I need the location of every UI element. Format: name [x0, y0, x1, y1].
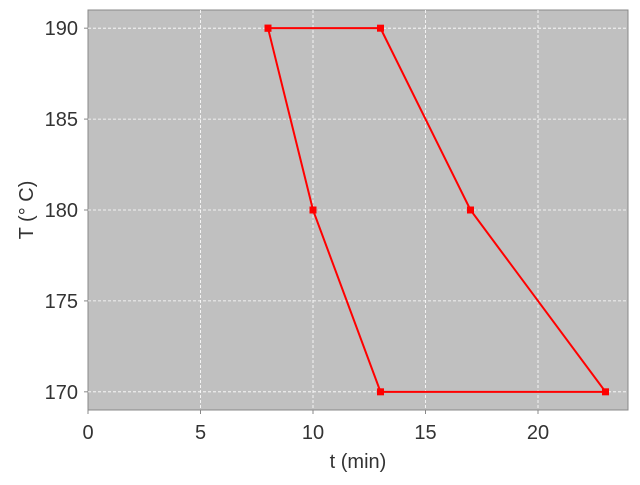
y-tick-label: 175: [45, 291, 78, 313]
x-tick-label: 20: [527, 422, 549, 444]
y-tick-label: 170: [45, 382, 78, 404]
x-tick-label: 10: [302, 422, 324, 444]
data-point: [377, 388, 384, 396]
x-tick-label: 0: [82, 422, 93, 444]
x-axis-label: t (min): [330, 451, 387, 473]
y-tick-label: 180: [45, 200, 78, 222]
y-tick-label: 185: [45, 109, 78, 131]
x-tick-label: 5: [195, 422, 206, 444]
data-point: [602, 388, 609, 396]
y-axis-label: T (° C): [16, 181, 38, 240]
data-point: [264, 24, 272, 32]
data-point: [467, 206, 474, 214]
data-point: [377, 24, 384, 32]
x-tick-label: 15: [414, 422, 436, 444]
data-point: [309, 206, 317, 214]
y-tick-label: 190: [45, 18, 78, 40]
